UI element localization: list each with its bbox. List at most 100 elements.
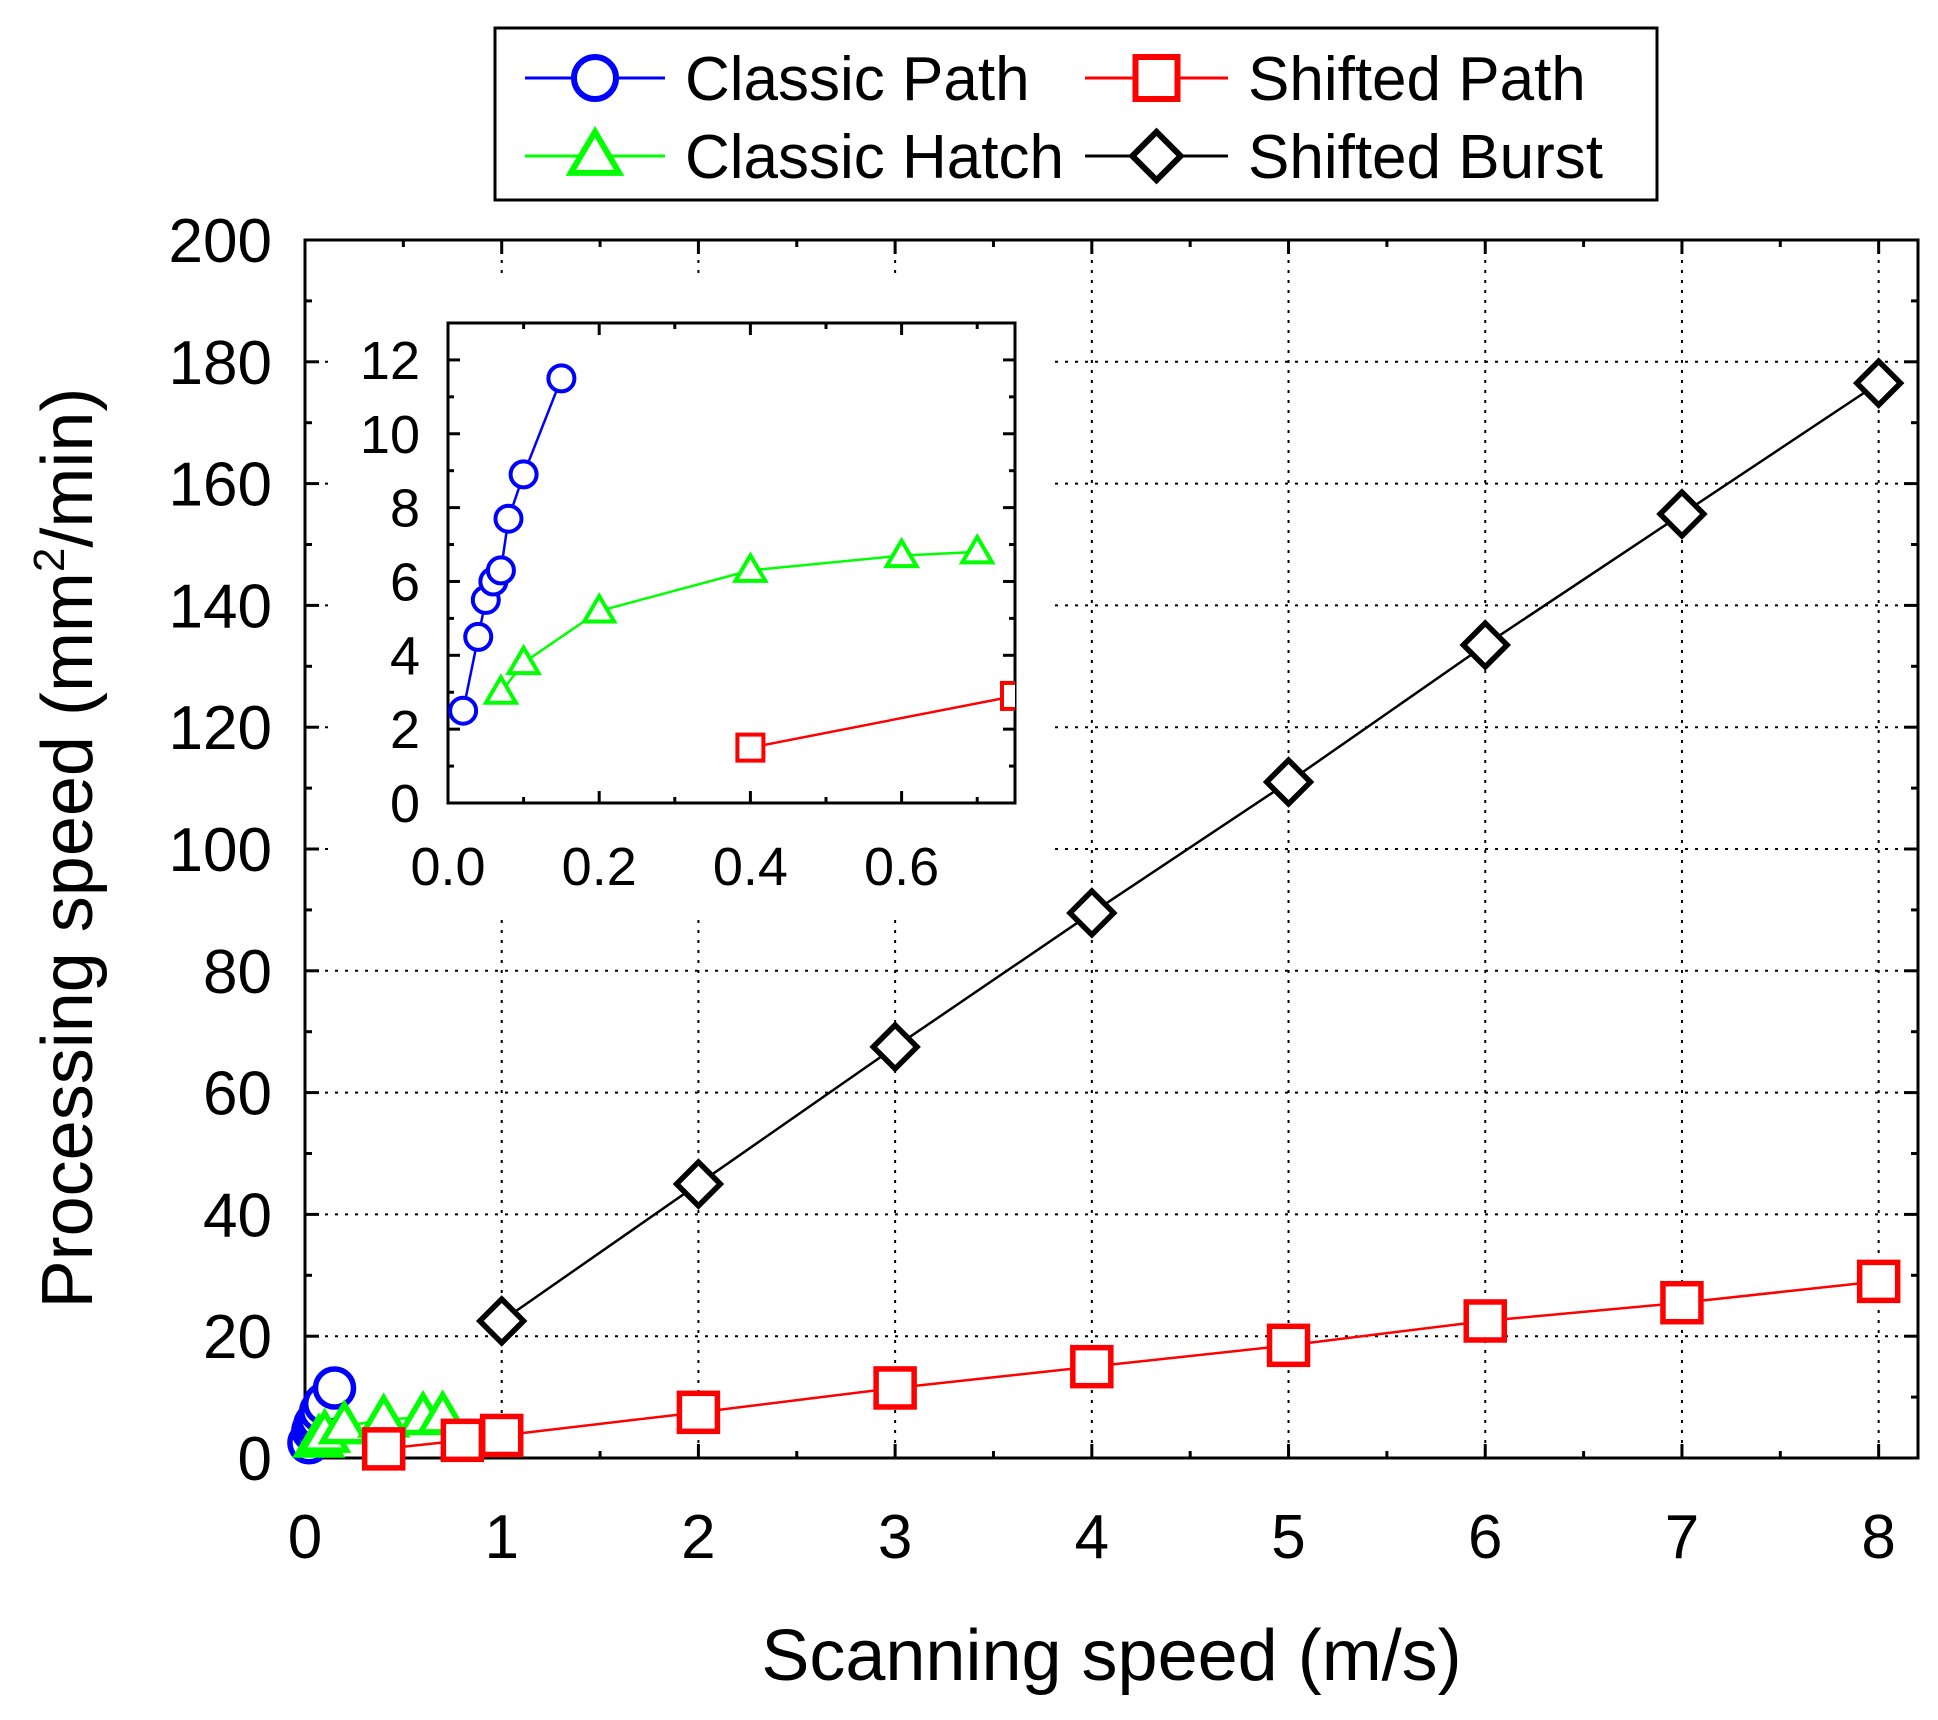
point-shifted-burst-6 [1656,488,1708,540]
inset-y-tick-label-8: 8 [390,479,420,539]
y-tick-label-40: 40 [203,1181,272,1250]
inset-y-tick-label-0: 0 [390,774,420,834]
x-tick-label-7: 7 [1665,1503,1699,1572]
point-shifted-burst-0 [475,1295,528,1347]
inset-series-classic-hatch [482,533,996,705]
inset-point-shifted-path-0 [735,732,766,763]
point-shifted-path-2 [479,1413,524,1458]
legend-marker-classic-path [571,54,619,102]
inset-point-classic-hatch-4 [883,536,921,569]
legend-label-shifted-burst: Shifted Burst [1248,123,1603,192]
legend-label-classic-hatch: Classic Hatch [685,123,1064,192]
y-tick-label-60: 60 [203,1060,272,1129]
line-shifted-burst [500,382,1880,1323]
y-tick-label-140: 140 [169,572,272,641]
y-axis-label-sup: 2 [25,548,74,572]
x-axis-label: Scanning speed (m/s) [761,1616,1461,1696]
inset-series-classic-path [448,363,577,726]
y-tick-label-80: 80 [203,938,272,1007]
point-shifted-path-8 [1660,1280,1704,1325]
inset-x-tick-label-3: 0.6 [864,837,939,897]
y-axis-label-suffix: /min) [28,388,108,548]
inset-point-classic-hatch-5 [958,533,996,565]
legend-marker-classic-hatch [565,125,625,176]
series-classic-hatch [292,1389,470,1458]
y-tick-label-100: 100 [169,816,272,885]
x-tick-label-6: 6 [1468,1503,1502,1572]
inset-y-tick-label-10: 10 [360,405,420,465]
y-tick-label-0: 0 [238,1425,272,1494]
inset-point-classic-hatch-0 [482,673,520,705]
legend-entry-shifted-path: Shifted Path [1085,45,1586,114]
point-shifted-burst-1 [672,1158,725,1210]
point-shifted-burst-7 [1852,357,1905,409]
inset-y-tick-label-4: 4 [390,626,420,686]
x-tick-label-0: 0 [288,1503,322,1572]
legend-marker-shifted-burst [1128,127,1185,185]
inset-line-shifted-path [750,694,1015,749]
point-shifted-path-6 [1266,1323,1311,1368]
y-axis-label-prefix: Processing speed (mm [28,572,108,1308]
inset-x-tick-label-1: 0.2 [562,837,637,897]
inset-point-classic-path-4 [485,555,516,586]
inset-x-tick-label-2: 0.4 [713,837,788,897]
inset-y-tick-label-12: 12 [360,331,420,391]
legend: Classic Path Shifted Path Classic Hatch Shi… [493,26,1659,202]
x-tick-label-2: 2 [681,1503,715,1572]
point-shifted-path-4 [873,1366,917,1410]
inset-background [335,275,1055,915]
x-tick-label-1: 1 [484,1503,518,1572]
inset-point-classic-path-6 [508,459,539,490]
series-shifted-burst [475,357,1905,1347]
point-shifted-path-3 [676,1390,721,1435]
legend-entry-classic-path: Classic Path [525,45,1030,114]
point-shifted-path-1 [440,1418,485,1463]
legend-marker-shifted-path [1132,54,1181,102]
y-tick-label-200: 200 [169,207,272,276]
point-shifted-path-9 [1856,1259,1901,1304]
y-tick-label-180: 180 [169,329,272,398]
inset-point-classic-hatch-3 [731,551,769,583]
inset-point-classic-path-1 [463,621,494,652]
series-shifted-path [361,1259,1901,1471]
main-series [287,357,1905,1471]
legend-entry-shifted-burst: Shifted Burst [1085,123,1603,192]
x-tick-label-8: 8 [1861,1503,1895,1572]
legend-label-classic-path: Classic Path [685,45,1030,114]
legend-label-shifted-path: Shifted Path [1248,45,1586,114]
inset-point-classic-path-5 [493,503,524,534]
inset-point-classic-path-7 [546,363,577,394]
point-shifted-burst-2 [869,1021,921,1073]
inset-frame [446,321,1017,805]
point-shifted-burst-3 [1066,887,1118,939]
inset-series-shifted-path [735,680,1015,763]
point-shifted-burst-5 [1459,619,1511,671]
legend-entry-classic-hatch: Classic Hatch [525,123,1064,192]
legend-box [493,26,1659,202]
inset-point-shifted-path-1 [1000,680,1015,711]
point-shifted-path-7 [1463,1299,1507,1343]
point-shifted-path-0 [361,1427,406,1471]
x-tick-label-5: 5 [1271,1503,1305,1572]
inset-y-tick-label-2: 2 [390,700,420,760]
inset-ticks: 0.0 0.2 0.4 0.6 0 2 4 6 8 10 12 [360,323,1015,897]
point-shifted-path-5 [1070,1344,1114,1389]
x-tick-label-4: 4 [1075,1503,1109,1572]
x-tick-label-3: 3 [878,1503,912,1572]
inset-series [448,363,1015,763]
point-classic-hatch-2 [317,1399,371,1445]
inset-point-classic-hatch-2 [580,592,618,624]
inset-x-tick-label-0: 0.0 [410,837,485,897]
inset-plot: 0.0 0.2 0.4 0.6 0 2 4 6 8 10 12 [335,275,1055,915]
point-classic-path-7 [312,1366,357,1410]
inset-point-classic-path-0 [448,695,479,726]
inset-y-tick-label-6: 6 [390,552,420,612]
y-tick-label-120: 120 [169,694,272,763]
y-tick-label-20: 20 [203,1303,272,1372]
y-axis-label: Processing speed (mm2/min) [25,388,108,1309]
inset-point-classic-hatch-1 [505,643,543,676]
main-plot: 0 1 2 3 4 5 6 7 8020406080100120140160180200Scan… [25,207,1920,1696]
